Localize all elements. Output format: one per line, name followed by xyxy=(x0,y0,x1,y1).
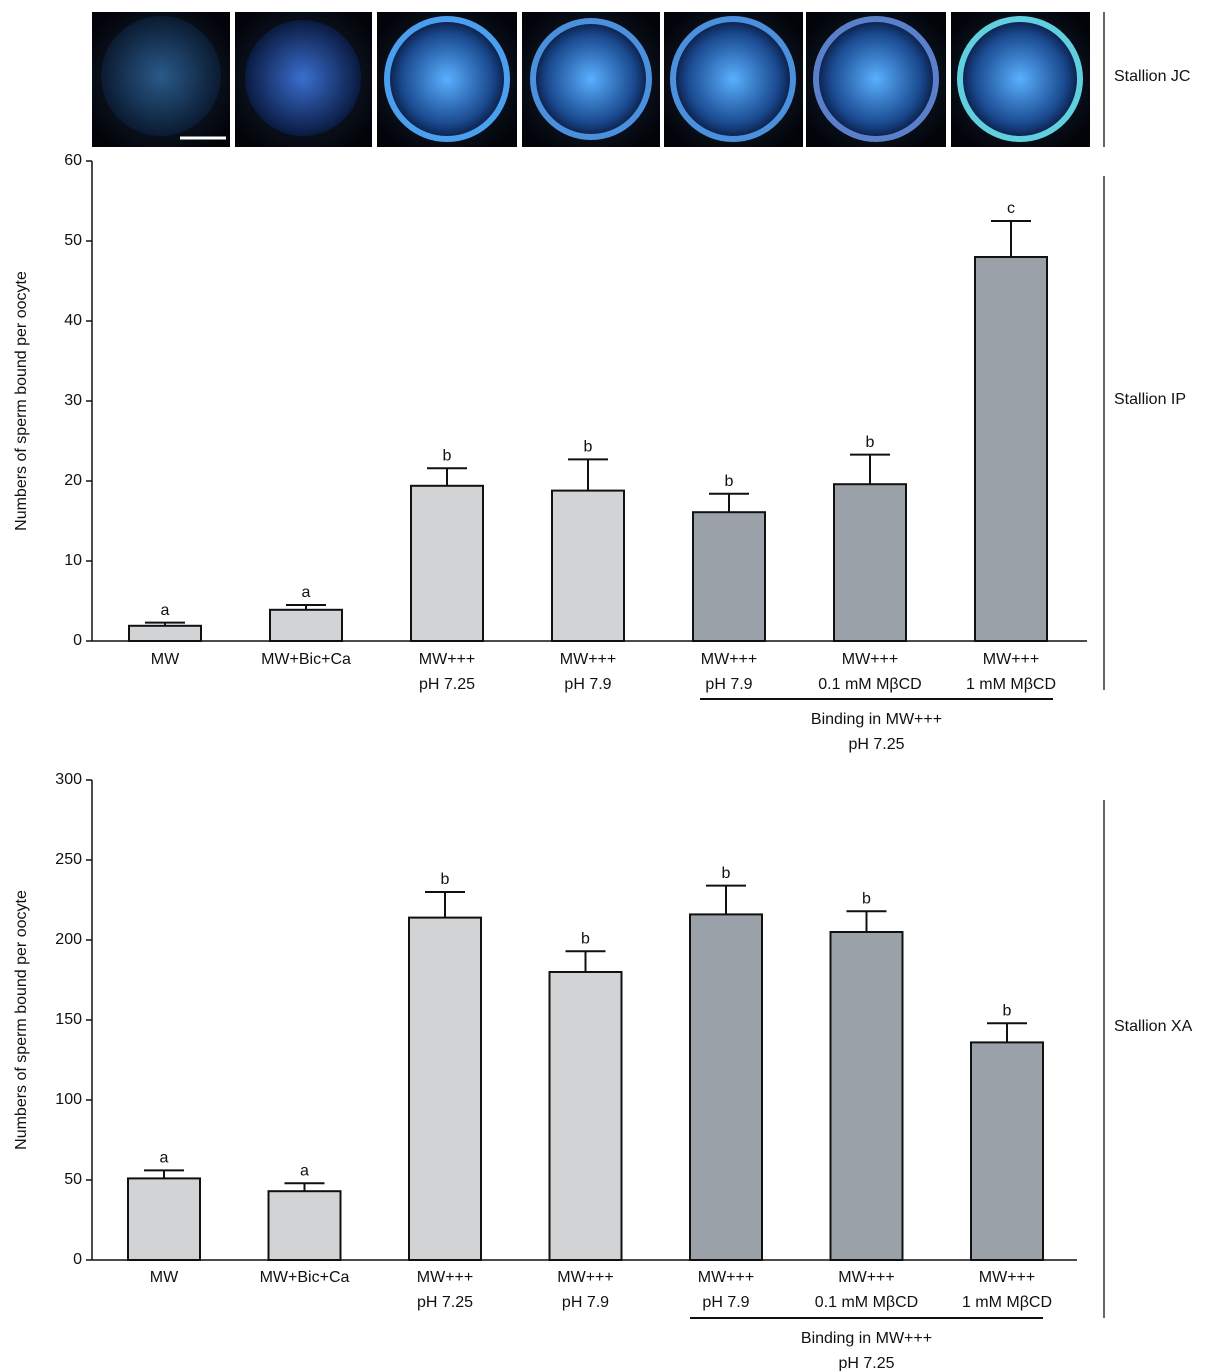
significance-letter: b xyxy=(725,473,734,490)
x-tick-label: MW xyxy=(150,1269,179,1286)
y-axis-label: Numbers of sperm bound per oocyte xyxy=(13,271,30,531)
y-tick-label: 100 xyxy=(55,1091,82,1108)
significance-letter: b xyxy=(866,434,875,451)
y-tick-label: 150 xyxy=(55,1011,82,1028)
image-strip: Stallion JC xyxy=(92,12,1190,147)
x-tick-label: MW+++pH 7.9 xyxy=(701,651,757,693)
x-tick-label: MW+++pH 7.25 xyxy=(419,651,475,693)
significance-letter: b xyxy=(722,865,731,882)
bar xyxy=(690,914,762,1260)
oocyte xyxy=(245,20,361,136)
y-tick-label: 50 xyxy=(64,1171,82,1188)
oocyte xyxy=(673,19,793,139)
oocyte xyxy=(101,16,221,136)
bar xyxy=(270,610,342,641)
oocyte xyxy=(387,19,507,139)
y-tick-label: 60 xyxy=(64,152,82,169)
y-tick-label: 200 xyxy=(55,931,82,948)
side-label: Stallion XA xyxy=(1114,1018,1193,1035)
significance-letter: c xyxy=(1007,200,1015,217)
x-tick-label: MW+++pH 7.25 xyxy=(417,1269,473,1311)
significance-letter: a xyxy=(161,602,170,619)
x-tick-label: MW+++pH 7.9 xyxy=(557,1269,613,1311)
x-tick-label: MW+++0.1 mM MβCD xyxy=(818,651,921,693)
significance-letter: a xyxy=(160,1150,169,1167)
bar xyxy=(971,1042,1043,1260)
group-label: Binding in MW+++pH 7.25 xyxy=(811,711,942,753)
x-tick-label: MW xyxy=(151,651,180,668)
y-tick-label: 10 xyxy=(64,552,82,569)
bar xyxy=(975,257,1047,641)
oocyte xyxy=(816,19,936,139)
group-label: Binding in MW+++pH 7.25 xyxy=(801,1330,932,1371)
x-tick-label: MW+++pH 7.9 xyxy=(560,651,616,693)
significance-letter: b xyxy=(443,447,452,464)
significance-letter: b xyxy=(441,871,450,888)
x-tick-label: MW+++0.1 mM MβCD xyxy=(815,1269,918,1311)
y-tick-label: 50 xyxy=(64,232,82,249)
y-tick-label: 40 xyxy=(64,312,82,329)
x-tick-label: MW+Bic+Ca xyxy=(260,1269,350,1286)
bar xyxy=(129,626,201,641)
y-axis-label: Numbers of sperm bound per oocyte xyxy=(13,890,30,1150)
significance-letter: a xyxy=(302,584,311,601)
significance-letter: b xyxy=(862,890,871,907)
significance-letter: b xyxy=(1003,1002,1012,1019)
bar xyxy=(409,918,481,1260)
side-label: Stallion IP xyxy=(1114,391,1186,408)
significance-letter: a xyxy=(300,1162,309,1179)
x-tick-label: MW+Bic+Ca xyxy=(261,651,351,668)
significance-letter: b xyxy=(584,439,593,456)
significance-letter: b xyxy=(581,930,590,947)
oocyte xyxy=(533,21,649,137)
y-tick-label: 30 xyxy=(64,392,82,409)
x-tick-label: MW+++1 mM MβCD xyxy=(962,1269,1052,1311)
y-tick-label: 20 xyxy=(64,472,82,489)
oocyte xyxy=(960,19,1080,139)
figure: Stallion JC 0 10 20 30 40 50 60 Numbers of sper… xyxy=(0,0,1216,1371)
bar xyxy=(269,1191,341,1260)
side-label: Stallion JC xyxy=(1114,68,1190,85)
y-tick-label: 250 xyxy=(55,851,82,868)
y-tick-label: 0 xyxy=(73,632,82,649)
bar xyxy=(128,1178,200,1260)
bar xyxy=(411,486,483,641)
y-tick-label: 0 xyxy=(73,1251,82,1268)
x-tick-label: MW+++pH 7.9 xyxy=(698,1269,754,1311)
bar xyxy=(552,491,624,641)
bar xyxy=(834,484,906,641)
x-tick-label: MW+++1 mM MβCD xyxy=(966,651,1056,693)
bar xyxy=(693,512,765,641)
y-tick-label: 300 xyxy=(55,771,82,788)
bar xyxy=(550,972,622,1260)
bar xyxy=(831,932,903,1260)
